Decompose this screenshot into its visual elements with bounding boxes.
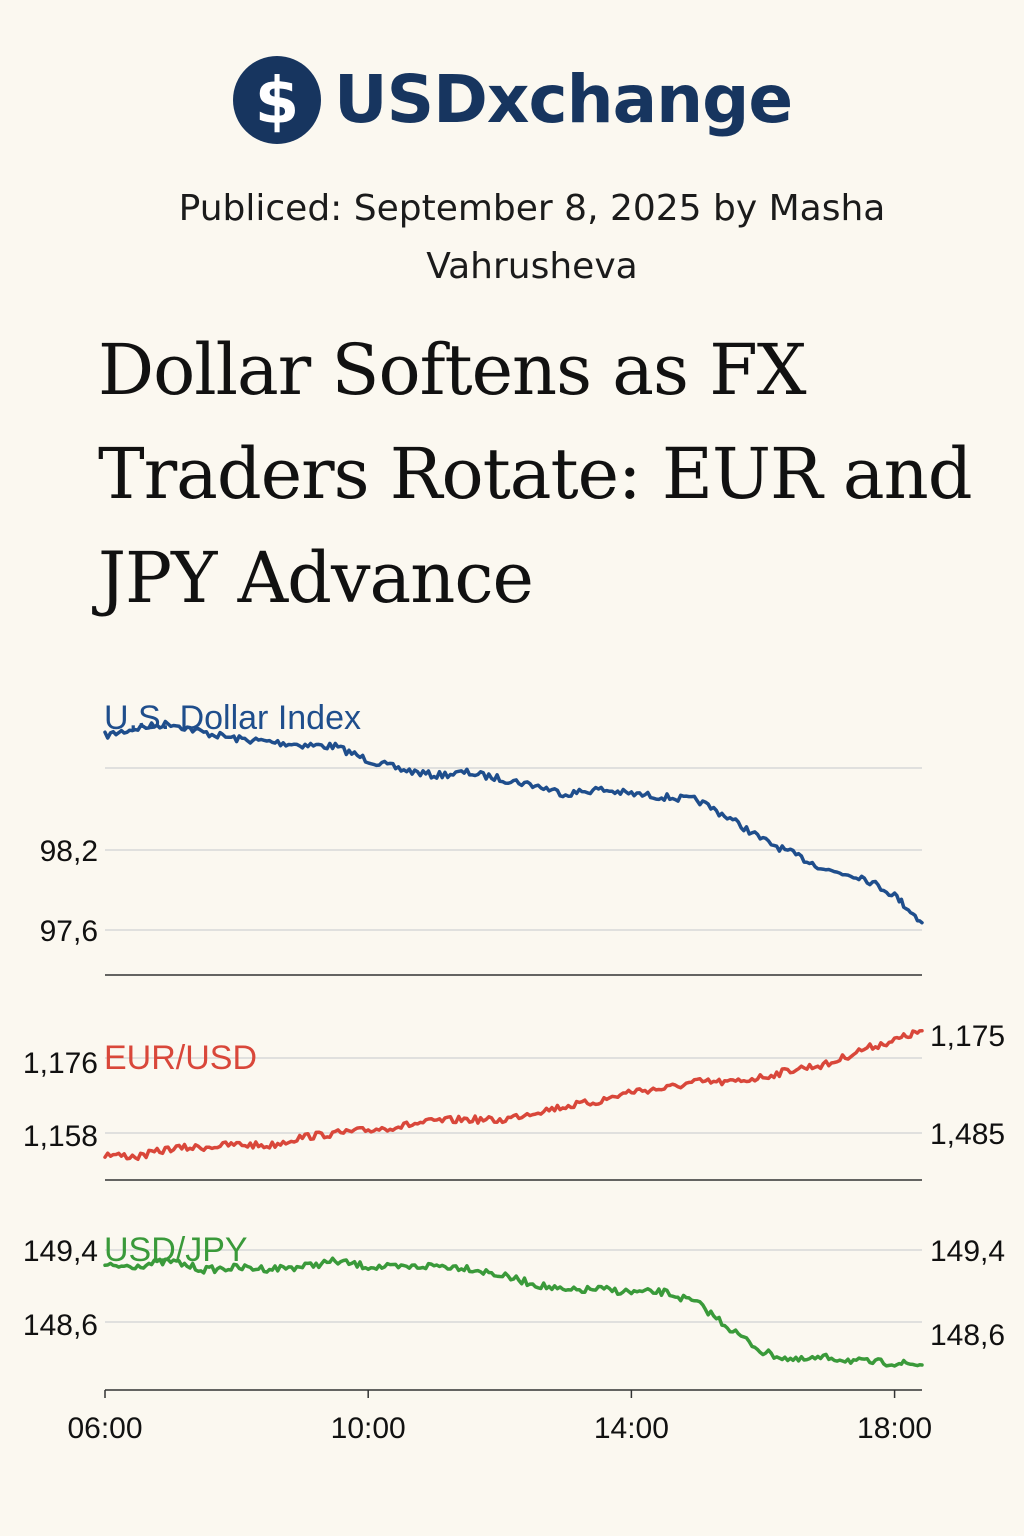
series-line (103, 1256, 924, 1368)
brand-name: USDxchange (334, 61, 793, 138)
article-byline: Publiced: September 8, 2025 by Masha Vah… (178, 188, 886, 287)
y-tick-label-left: 1,176 (23, 1047, 98, 1080)
x-tick-label: 18:00 (857, 1412, 932, 1445)
series-line (103, 1028, 924, 1162)
x-tick-label: 06:00 (67, 1412, 142, 1445)
y-tick-label-right: 1,485 (930, 1118, 1005, 1151)
dollar-coin-icon: $ (233, 56, 321, 144)
y-tick-label-right: 149,4 (930, 1235, 1005, 1268)
y-tick-label-left: 149,4 (23, 1235, 98, 1268)
y-tick-label-left: 98,2 (40, 835, 98, 868)
y-tick-label-left: 1,158 (23, 1120, 98, 1153)
brand-logo[interactable]: $ USDxchange (232, 52, 793, 148)
svg-text:$: $ (255, 65, 300, 139)
y-tick-label-left: 148,6 (23, 1309, 98, 1342)
y-tick-label-left: 97,6 (40, 915, 98, 948)
article-headline: Dollar Softens as FX Traders Rotate: EUR… (98, 329, 973, 619)
y-tick-label-right: 1,175 (930, 1020, 1005, 1053)
x-tick-label: 10:00 (331, 1412, 406, 1445)
x-tick-label: 14:00 (594, 1412, 669, 1445)
y-tick-label-right: 148,6 (930, 1319, 1005, 1352)
series-line (103, 719, 924, 925)
chart-title: EUR/USD (104, 1039, 257, 1077)
chart-title: U.S. Dollar Index (104, 699, 361, 737)
chart-title: USD/JPY (104, 1231, 248, 1269)
